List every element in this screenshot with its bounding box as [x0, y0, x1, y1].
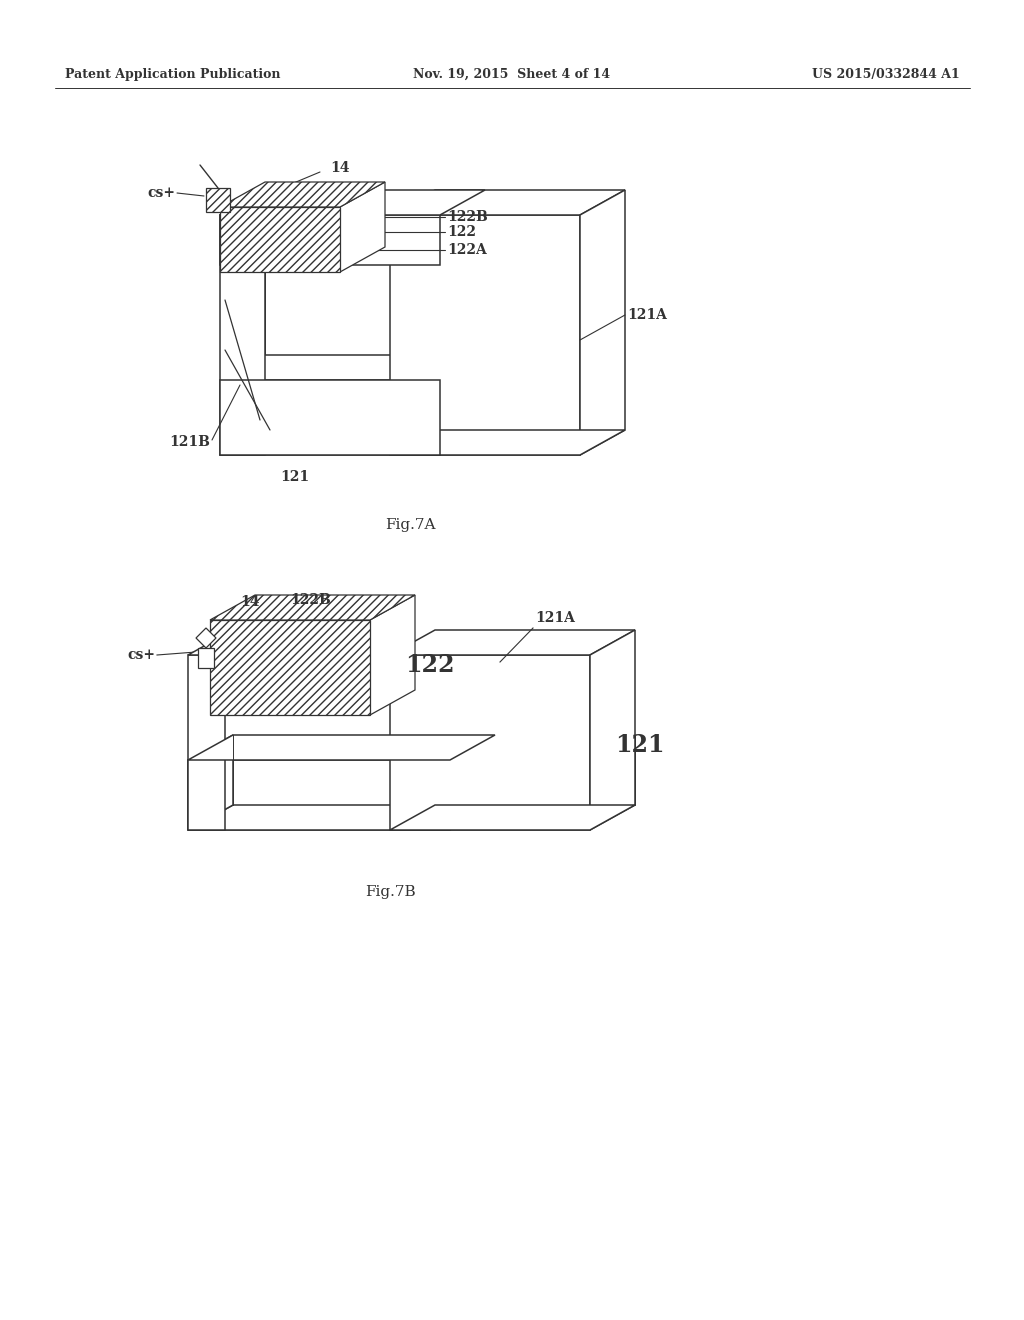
Text: 122A: 122A: [447, 243, 486, 257]
Polygon shape: [390, 655, 590, 830]
Text: Nov. 19, 2015  Sheet 4 of 14: Nov. 19, 2015 Sheet 4 of 14: [414, 69, 610, 81]
Text: Patent Application Publication: Patent Application Publication: [65, 69, 281, 81]
Text: 121: 121: [615, 733, 665, 756]
Polygon shape: [390, 805, 635, 830]
Text: US 2015/0332844 A1: US 2015/0332844 A1: [812, 69, 961, 81]
Text: cs+: cs+: [147, 186, 175, 201]
Polygon shape: [220, 207, 340, 272]
Text: 14: 14: [240, 595, 259, 609]
Text: 14: 14: [330, 161, 349, 176]
Polygon shape: [206, 187, 230, 213]
Text: 122B: 122B: [447, 210, 487, 224]
Polygon shape: [220, 355, 485, 380]
Text: 122: 122: [406, 653, 455, 677]
Polygon shape: [210, 595, 415, 620]
Text: Fig.7A: Fig.7A: [385, 517, 435, 532]
Polygon shape: [340, 182, 385, 272]
Polygon shape: [220, 215, 440, 265]
Polygon shape: [188, 630, 270, 655]
Text: 121: 121: [281, 470, 309, 484]
Polygon shape: [188, 735, 233, 830]
Polygon shape: [188, 655, 225, 830]
Polygon shape: [220, 430, 485, 455]
Polygon shape: [196, 628, 216, 648]
Polygon shape: [390, 190, 625, 215]
Polygon shape: [580, 190, 625, 455]
Text: 121A: 121A: [535, 611, 574, 624]
Polygon shape: [188, 760, 450, 830]
Polygon shape: [220, 215, 265, 455]
Text: cs+: cs+: [127, 648, 155, 663]
Text: 121A: 121A: [627, 308, 667, 322]
Text: 121B: 121B: [169, 436, 210, 449]
Polygon shape: [590, 630, 635, 830]
Polygon shape: [370, 595, 415, 715]
Polygon shape: [220, 182, 385, 207]
Polygon shape: [390, 430, 625, 455]
Polygon shape: [188, 735, 495, 760]
Polygon shape: [198, 648, 214, 668]
Polygon shape: [265, 190, 485, 430]
Text: Fig.7B: Fig.7B: [365, 884, 416, 899]
Polygon shape: [220, 190, 485, 215]
Text: 122B: 122B: [290, 593, 331, 607]
Polygon shape: [233, 735, 635, 805]
Polygon shape: [220, 380, 440, 455]
Text: 122: 122: [447, 224, 476, 239]
Polygon shape: [390, 630, 635, 655]
Polygon shape: [188, 805, 495, 830]
Polygon shape: [210, 620, 370, 715]
Polygon shape: [390, 215, 580, 455]
